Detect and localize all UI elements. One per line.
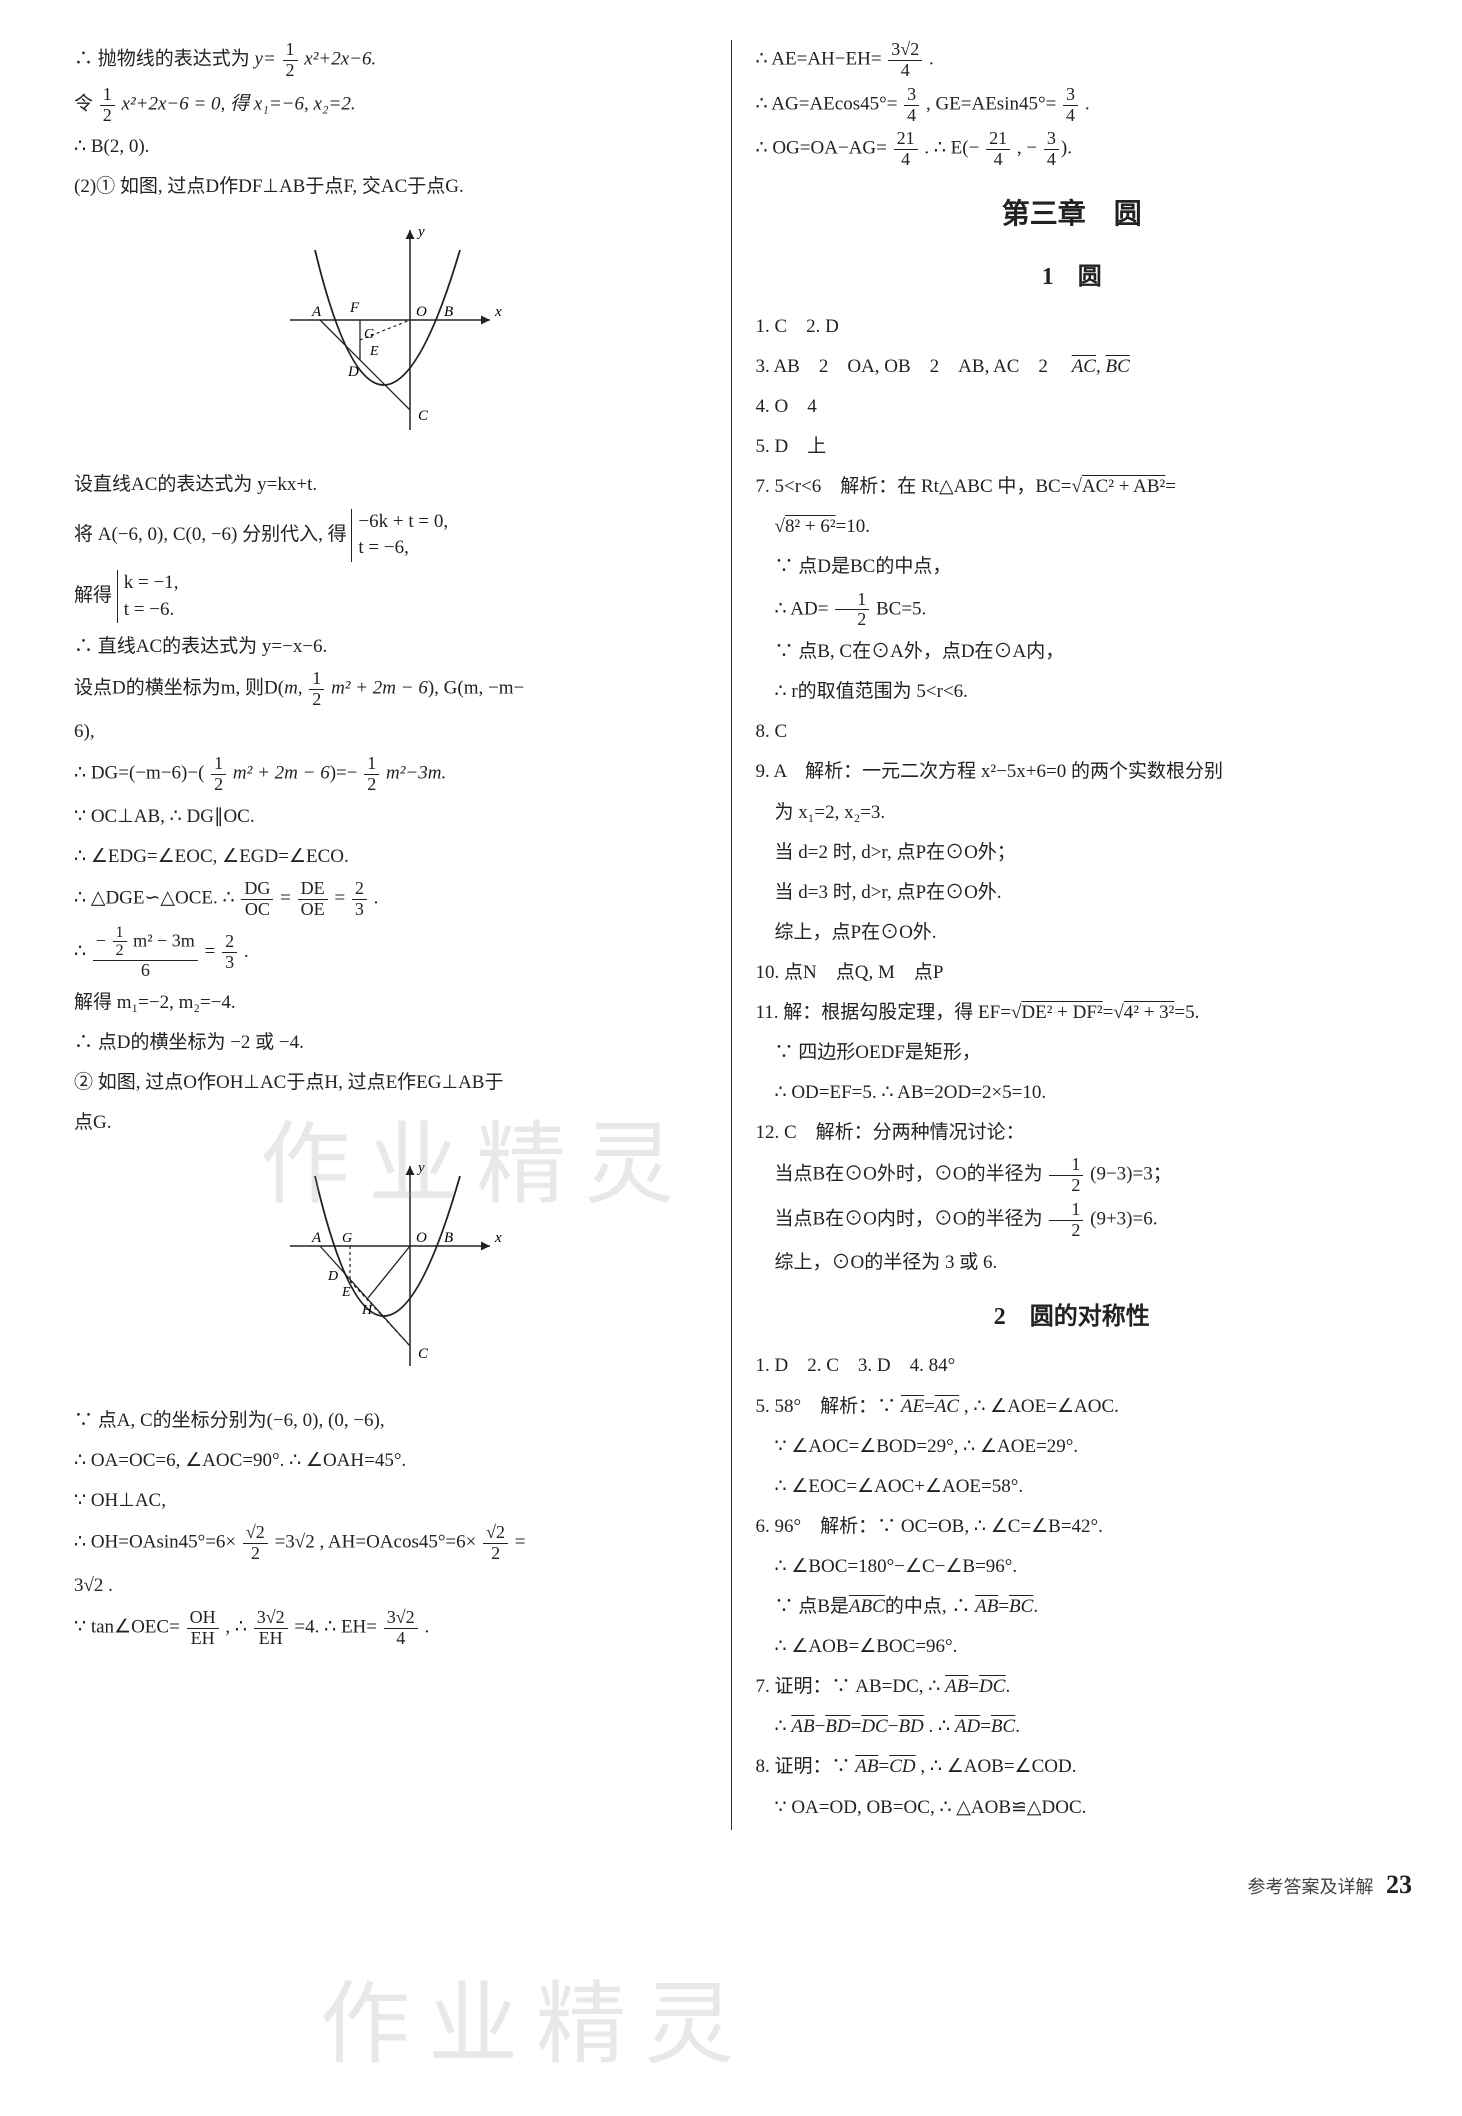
answer-line: 综上，点P在⊙O外. <box>756 915 1389 951</box>
answer-line: ∴ ∠EOC=∠AOC+∠AOE=58°. <box>756 1469 1389 1505</box>
text-line: ∴ 抛物线的表达式为 y= 12 x²+2x−6. <box>74 40 707 81</box>
svg-text:O: O <box>416 1230 427 1246</box>
text-line: ∵ tan∠OEC= OHEH , ∴ 3√2EH =4. ∴ EH= 3√24… <box>74 1608 707 1649</box>
left-column: ∴ 抛物线的表达式为 y= 12 x²+2x−6. 令 12 x²+2x−6 =… <box>50 40 732 1830</box>
graph-1: x y O A B C D E F G <box>74 220 707 453</box>
answer-line: 7. 证明：∵ AB=DC, ∴ AB=DC. <box>756 1669 1389 1705</box>
text-line: ∵ 点A, C的坐标分别为(−6, 0), (0, −6), <box>74 1403 707 1439</box>
answer-line: 3. AB 2 OA, OB 2 AB, AC 2 AC, BC <box>756 349 1389 385</box>
text-line: 将 A(−6, 0), C(0, −6) 分别代入, 得 −6k + t = 0… <box>74 507 707 564</box>
text-line: 6), <box>74 714 707 750</box>
text-line: ∴ DG=(−m−6)−( 12 m² + 2m − 6)=− 12 m²−3m… <box>74 754 707 795</box>
pt-C: C <box>418 408 429 424</box>
text-line: ∴ OG=OA−AG= 214 . ∴ E(− 214 , − 34). <box>756 129 1389 170</box>
svg-text:H: H <box>361 1303 373 1318</box>
axis-y-label: y <box>416 224 425 240</box>
answer-line: ∵ 四边形OEDF是矩形， <box>756 1035 1389 1071</box>
answer-line: ∵ ∠AOC=∠BOD=29°, ∴ ∠AOE=29°. <box>756 1429 1389 1465</box>
answer-line: 为 x₁=2, x₂=3. <box>756 795 1389 831</box>
answer-line: ∴ ∠AOB=∠BOC=96°. <box>756 1629 1389 1665</box>
answer-line: 当 d=2 时, d>r, 点P在⊙O外； <box>756 835 1389 871</box>
footer-label: 参考答案及详解 <box>1248 1877 1374 1897</box>
chapter-title: 第三章 圆 <box>756 188 1389 241</box>
text-line: ∴ AE=AH−EH= 3√24 . <box>756 40 1389 81</box>
section-title-2: 2 圆的对称性 <box>756 1295 1389 1341</box>
answer-line: 7. 5<r<6 解析：在 Rt△ABC 中，BC=√AC² + AB²= <box>756 469 1389 505</box>
text-line: 3√2 . <box>74 1568 707 1604</box>
svg-text:B: B <box>444 1230 453 1246</box>
answer-line: ∴ AB−BD=DC−BD . ∴ AD=BC. <box>756 1709 1389 1745</box>
section-title-1: 1 圆 <box>756 255 1389 301</box>
page-footer: 参考答案及详解 23 <box>50 1860 1412 1909</box>
text-line: ∴ △DGE∽△OCE. ∴ DGOC = DEOE = 23 . <box>74 879 707 920</box>
pt-E: E <box>369 344 379 359</box>
watermark-2: 作业精灵 <box>320 1940 752 2111</box>
graph-2: x y O A B C D E G H <box>74 1156 707 1389</box>
pt-B: B <box>444 304 453 320</box>
pt-O: O <box>416 304 427 320</box>
pt-D: D <box>347 364 359 380</box>
answer-line: 当 d=3 时, d>r, 点P在⊙O外. <box>756 875 1389 911</box>
answer-line: √8² + 6²=10. <box>756 509 1389 545</box>
answer-line: 10. 点N 点Q, M 点P <box>756 955 1389 991</box>
answer-line: ∵ 点D是BC的中点， <box>756 549 1389 585</box>
text-line: ∴ − 12 m² − 3m 6 = 23 . <box>74 924 707 982</box>
answer-line: 4. O 4 <box>756 389 1389 425</box>
answer-line: ∴ OD=EF=5. ∴ AB=2OD=2×5=10. <box>756 1075 1389 1111</box>
svg-text:C: C <box>418 1346 429 1362</box>
answer-line: 5. 58° 解析：∵ AE=AC , ∴ ∠AOE=∠AOC. <box>756 1389 1389 1425</box>
text-line: ∴ B(2, 0). <box>74 129 707 165</box>
two-column-layout: ∴ 抛物线的表达式为 y= 12 x²+2x−6. 令 12 x²+2x−6 =… <box>50 40 1412 1830</box>
answer-line: 1. D 2. C 3. D 4. 84° <box>756 1348 1389 1384</box>
answer-line: 1. C 2. D <box>756 309 1389 345</box>
text-line: 设直线AC的表达式为 y=kx+t. <box>74 467 707 503</box>
answer-line: ∴ r的取值范围为 5<r<6. <box>756 674 1389 710</box>
answer-line: 8. 证明：∵ AB=CD , ∴ ∠AOB=∠COD. <box>756 1749 1389 1785</box>
svg-text:x: x <box>494 1230 502 1246</box>
pt-A: A <box>311 304 322 320</box>
text-line: ∵ OH⊥AC, <box>74 1483 707 1519</box>
answer-line: ∵ 点B, C在⊙A外，点D在⊙A内， <box>756 634 1389 670</box>
svg-text:D: D <box>327 1269 338 1284</box>
text-line: ∴ 直线AC的表达式为 y=−x−6. <box>74 629 707 665</box>
pt-F: F <box>349 300 360 316</box>
text-line: ∴ ∠EDG=∠EOC, ∠EGD=∠ECO. <box>74 839 707 875</box>
text-line: 解得 k = −1,t = −6. <box>74 568 707 625</box>
text-line: (2)① 如图, 过点D作DF⊥AB于点F, 交AC于点G. <box>74 169 707 205</box>
text-line: ∴ OH=OAsin45°=6× √22 =3√2 , AH=OAcos45°=… <box>74 1523 707 1564</box>
svg-text:G: G <box>342 1231 352 1246</box>
axis-x-label: x <box>494 304 502 320</box>
answer-line: ∵ OA=OD, OB=OC, ∴ △AOB≌△DOC. <box>756 1790 1389 1826</box>
text-line: ∴ 点D的横坐标为 −2 或 −4. <box>74 1025 707 1061</box>
text-line: ∵ OC⊥AB, ∴ DG∥OC. <box>74 799 707 835</box>
text-line: ∴ OA=OC=6, ∠AOC=90°. ∴ ∠OAH=45°. <box>74 1443 707 1479</box>
text-line: ② 如图, 过点O作OH⊥AC于点H, 过点E作EG⊥AB于 <box>74 1065 707 1101</box>
svg-text:y: y <box>416 1160 425 1176</box>
text-line: 解得 m₁=−2, m₂=−4. <box>74 985 707 1021</box>
answer-line: 6. 96° 解析：∵ OC=OB, ∴ ∠C=∠B=42°. <box>756 1509 1389 1545</box>
answer-line: 8. C <box>756 714 1389 750</box>
text-line: ∴ AG=AEcos45°= 34 , GE=AEsin45°= 34 . <box>756 85 1389 126</box>
answer-line: 当点B在⊙O外时，⊙O的半径为 12 (9−3)=3； <box>756 1155 1389 1196</box>
answer-line: 5. D 上 <box>756 429 1389 465</box>
answer-line: 综上，⊙O的半径为 3 或 6. <box>756 1245 1389 1281</box>
answer-line: 9. A 解析：一元二次方程 x²−5x+6=0 的两个实数根分别 <box>756 754 1389 790</box>
svg-text:E: E <box>341 1285 351 1300</box>
svg-text:A: A <box>311 1230 322 1246</box>
answer-line: 当点B在⊙O内时，⊙O的半径为 12 (9+3)=6. <box>756 1200 1389 1241</box>
answer-line: ∵ 点B是ABC的中点, ∴ AB=BC. <box>756 1589 1389 1625</box>
text-line: 令 12 x²+2x−6 = 0, 得 x₁=−6, x₂=2. <box>74 85 707 126</box>
text-line: 点G. <box>74 1105 707 1141</box>
page-number: 23 <box>1386 1870 1412 1899</box>
answer-line: ∴ ∠BOC=180°−∠C−∠B=96°. <box>756 1549 1389 1585</box>
answer-line: 11. 解：根据勾股定理，得 EF=√DE² + DF²=√4² + 3²=5. <box>756 995 1389 1031</box>
text-line: 设点D的横坐标为m, 则D(m, 12 m² + 2m − 6), G(m, −… <box>74 669 707 710</box>
pt-G: G <box>364 327 374 342</box>
answer-line: 12. C 解析：分两种情况讨论： <box>756 1115 1389 1151</box>
answer-line: ∴ AD= 12 BC=5. <box>756 590 1389 631</box>
right-column: ∴ AE=AH−EH= 3√24 . ∴ AG=AEcos45°= 34 , G… <box>732 40 1413 1830</box>
